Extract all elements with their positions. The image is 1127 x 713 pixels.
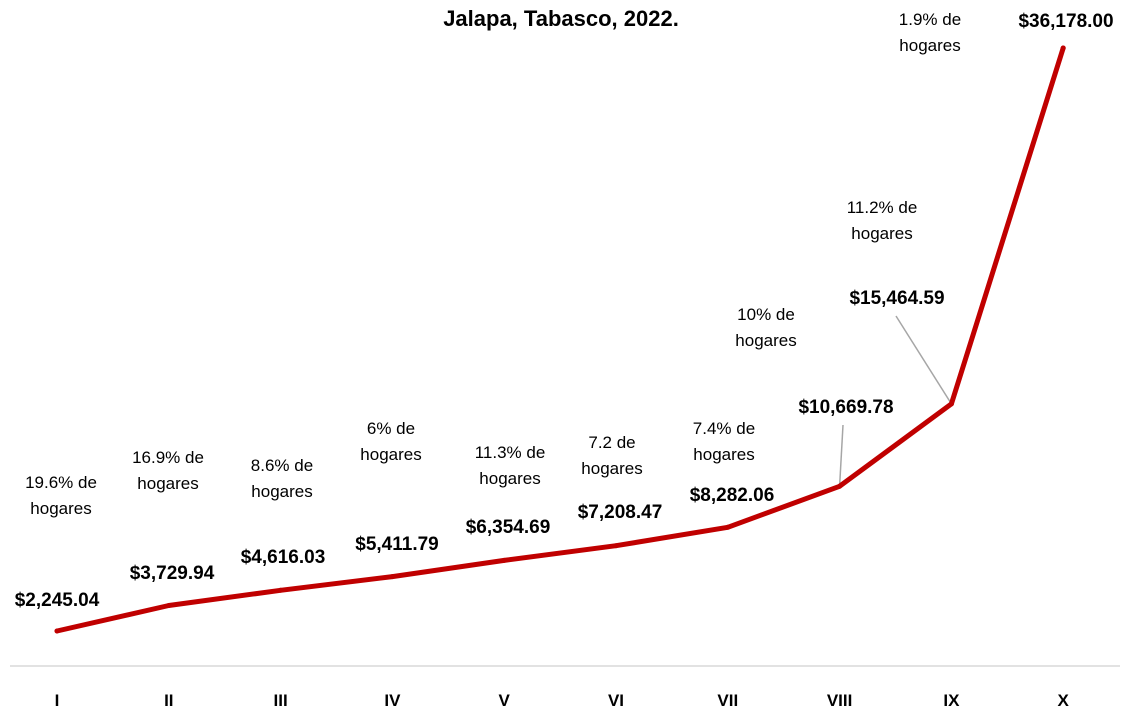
- data-point: [1060, 45, 1066, 51]
- annotation: 11.2% de hogares: [847, 198, 918, 243]
- data-point: [389, 574, 395, 580]
- x-tick-label: IV: [384, 691, 401, 710]
- x-tick-label: III: [274, 691, 288, 710]
- data-point: [54, 628, 60, 634]
- annotation: 16.9% de hogares: [132, 448, 204, 493]
- data-label: $36,178.00: [1018, 11, 1113, 32]
- chart-title: Jalapa, Tabasco, 2022.: [443, 6, 679, 31]
- data-label: $15,464.59: [849, 288, 944, 309]
- annotation: 1.9% de hogares: [899, 10, 961, 55]
- annotation: 7.4% de hogares: [693, 419, 755, 464]
- data-point: [948, 401, 954, 407]
- annotation: 7.2 de hogares: [581, 433, 642, 478]
- data-label: $8,282.06: [690, 485, 775, 506]
- x-tick-label: V: [499, 691, 511, 710]
- x-tick-label: X: [1058, 691, 1070, 710]
- data-point: [278, 587, 284, 593]
- annotation: 11.3% de hogares: [475, 443, 546, 488]
- data-point: [837, 483, 843, 489]
- data-labels: $2,245.04 $3,729.94 $4,616.03 $5,411.79 $6,3…: [15, 11, 1114, 611]
- leader-line: [895, 315, 953, 405]
- annotation: 10% de hogares: [735, 305, 796, 350]
- data-points: [54, 45, 1066, 634]
- x-tick-label: VI: [608, 691, 624, 710]
- data-label: $10,669.78: [798, 397, 893, 418]
- x-tick-label: I: [55, 691, 60, 710]
- series-line: [54, 45, 1066, 634]
- annotation: 19.6% de hogares: [25, 473, 97, 518]
- data-label: $5,411.79: [355, 534, 438, 555]
- annotations: 19.6% de hogares 16.9% de hogares 8.6% de hog…: [25, 10, 961, 518]
- x-tick-label: VII: [717, 691, 738, 710]
- x-tick-label: II: [164, 691, 173, 710]
- data-point: [166, 602, 172, 608]
- x-tick-label: VIII: [827, 691, 853, 710]
- data-label: $7,208.47: [578, 502, 663, 523]
- data-label: $4,616.03: [241, 547, 326, 568]
- leader-line: [838, 424, 844, 487]
- data-label: $2,245.04: [15, 590, 100, 611]
- data-point: [725, 524, 731, 530]
- annotation: 8.6% de hogares: [251, 456, 313, 501]
- data-label: $3,729.94: [130, 563, 215, 584]
- data-label: $6,354.69: [466, 517, 551, 538]
- leader-lines: [838, 315, 953, 487]
- x-tick-label: IX: [943, 691, 960, 710]
- annotation: 6% de hogares: [360, 419, 421, 464]
- data-point: [613, 543, 619, 549]
- x-tick-labels: I II III IV V VI VII VIII IX X: [55, 691, 1070, 710]
- data-point: [501, 557, 507, 563]
